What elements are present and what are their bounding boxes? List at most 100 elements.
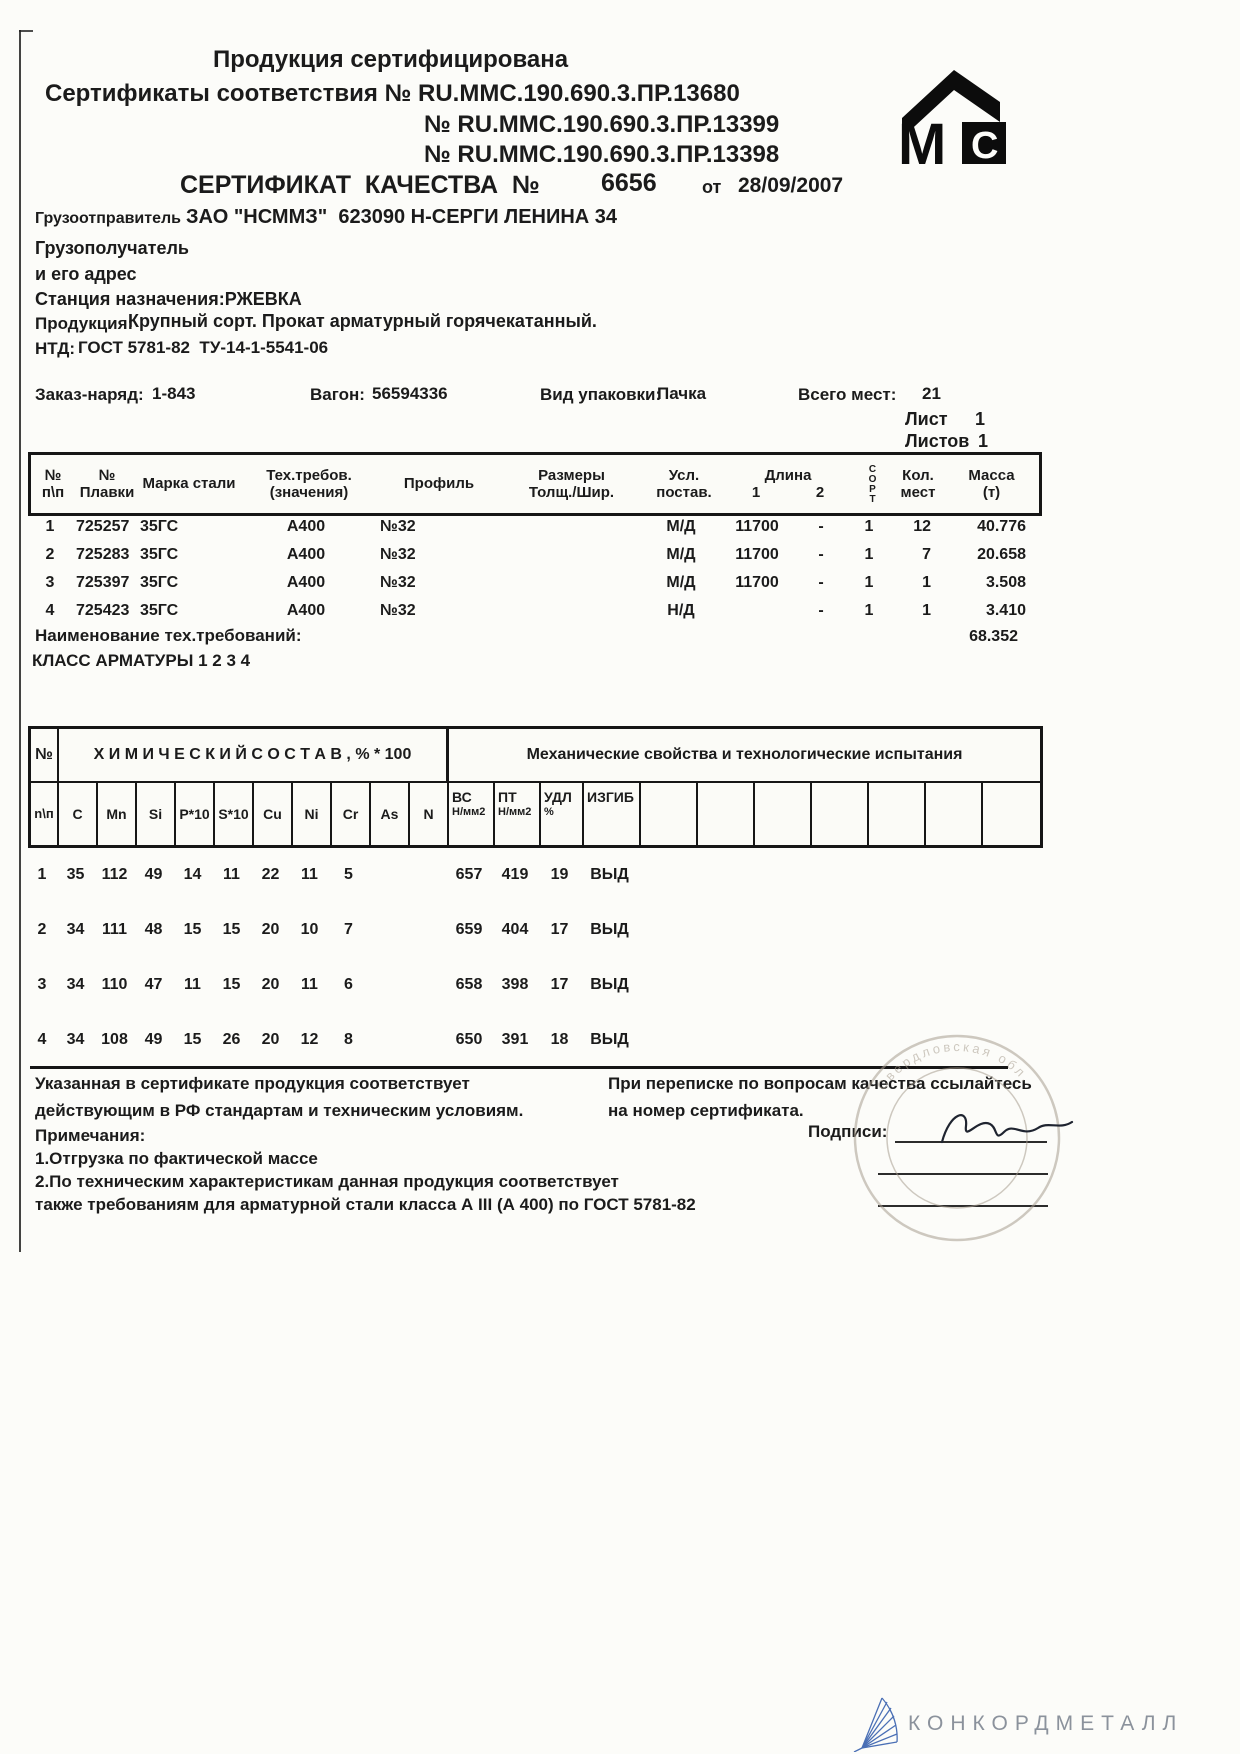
mech-col-izgib: ИЗГИБ [584, 783, 641, 845]
footer-note-1: 1.Отгрузка по фактической массе [35, 1149, 318, 1168]
conformity-line-1: Сертификаты соответствия № RU.ММС.190.69… [45, 80, 740, 108]
chem-row-4: 4 34 108 49 15 26 20 12 8 650 391 18 ВЫД [37, 1031, 629, 1048]
chem-row-2: 2 34 111 48 15 15 20 10 7 659 404 17 ВЫД [37, 921, 629, 938]
col-header-row-number: № п\п [41, 466, 65, 501]
scan-artifact-top-tick [19, 30, 33, 32]
station-line: Станция назначения:РЖЕВКА [35, 289, 302, 310]
footer-right-2: на номер сертификата. [608, 1101, 804, 1120]
packing-value: Пачка [657, 384, 707, 403]
mech-col-empty-4 [812, 783, 869, 845]
col-header-mass: Масса (т) [968, 466, 1015, 501]
mech-col-vs: ВС Н/мм2 [449, 783, 495, 845]
col-header-qty-places: Кол. мест [900, 466, 936, 501]
certificate-date: 28/09/2007 [738, 174, 844, 197]
conformity-number-1: № RU.ММС.190.690.3.ПР.13680 [384, 80, 740, 107]
mech-section-title: Механические свойства и технологические … [526, 746, 963, 763]
stamp-arc-text: Свердловская обл. [874, 1039, 1032, 1093]
certificate-number: 6656 [601, 169, 657, 197]
col-header-steel-grade: Марка стали [142, 475, 236, 493]
chem-col-C: C [59, 783, 98, 845]
packing-label: Вид упаковки: [540, 385, 662, 404]
signature-line-2 [878, 1173, 1048, 1175]
mech-col-empty-3 [755, 783, 812, 845]
chem-row-3: 3 34 110 47 11 15 20 11 6 658 398 17 ВЫД [37, 976, 629, 993]
footer-left-2: действующим в РФ стандартам и технически… [35, 1101, 524, 1120]
brand-logo-icon [853, 1697, 898, 1752]
signature-line-3 [878, 1205, 1048, 1207]
mech-col-empty-5 [869, 783, 926, 845]
wagon-value: 56594336 [372, 384, 448, 403]
certified-heading: Продукция сертифицирована [213, 46, 569, 73]
chem-col-P10: P*10 [176, 783, 215, 845]
scan-artifact-left-line [19, 30, 21, 1252]
footer-notes-label: Примечания: [35, 1126, 146, 1145]
chem-no-header: № [31, 729, 59, 781]
chem-col-Cr: Cr [332, 783, 371, 845]
chem-col-Mn: Mn [98, 783, 137, 845]
mech-col-udl: УДЛ% [541, 783, 584, 845]
chem-mech-table-header: № Х И М И Ч Е С К И Й С О С Т А В , % * … [28, 726, 1043, 848]
col-header-melt-number: № Плавки [79, 466, 135, 501]
svg-text:М: М [898, 112, 946, 168]
station-label: Станция назначения: [35, 289, 225, 309]
products-row-1: 1 725257 35ГС А400 №32 М/Д 11700 -1 12 40.77… [45, 518, 1026, 535]
col-header-delivery-cond: Усл. постав. [656, 466, 712, 501]
handwritten-signature [940, 1114, 1074, 1144]
mech-col-pt: ПТ Н/мм2 [495, 783, 541, 845]
chem-col-S10: S*10 [215, 783, 254, 845]
mech-col-empty-1 [641, 783, 698, 845]
chem-section-title: Х И М И Ч Е С К И Й С О С Т А В , % * 10… [59, 729, 449, 781]
ntd-value: ГОСТ 5781-82 ТУ-14-1-5541-06 [78, 338, 329, 357]
chem-col-As: As [371, 783, 410, 845]
chem-col-N: N [410, 783, 449, 845]
brand-name: КОНКОРДМЕТАЛЛ [908, 1712, 1184, 1735]
footer-note-3: также требованиям для арматурной стали к… [35, 1195, 696, 1214]
sheets-label: Листов [905, 431, 970, 451]
tech-req-name-value: КЛАСС АРМАТУРЫ 1 2 3 4 [32, 651, 251, 670]
signatures-label: Подписи: [808, 1122, 888, 1141]
sheet-value: 1 [975, 409, 986, 429]
wagon-label: Вагон: [310, 385, 365, 404]
products-row-2: 2 725283 35ГС А400 №32 М/Д 11700 -1 7 20.658 [45, 546, 1026, 563]
chem-col-Cu: Cu [254, 783, 293, 845]
certificate-title: СЕРТИФИКАТ КАЧЕСТВА № [180, 171, 540, 199]
certificate-date-label: от [702, 177, 722, 197]
footer-divider-line [30, 1066, 1008, 1069]
products-table-header: № п\п № Плавки Марка стали Тех.требов. (зна… [28, 452, 1042, 516]
chem-np-header: n\п [31, 783, 59, 845]
ntd-label: НТД: [35, 339, 76, 358]
conformity-label: Сертификаты соответствия [45, 80, 378, 107]
footer-left-1: Указанная в сертификате продукция соотве… [35, 1074, 470, 1093]
products-row-3: 3 725397 35ГС А400 №32 М/Д 11700 -1 1 3.508 [45, 574, 1026, 591]
mc-logo-icon: М С [898, 70, 1006, 168]
total-mass-value: 68.352 [969, 628, 1018, 645]
sheet-label: Лист [905, 409, 948, 429]
svg-text:Свердловская обл.: Свердловская обл. [874, 1039, 1035, 1093]
product-value: Крупный сорт. Прокат арматурный горячека… [128, 311, 597, 331]
total-places-value: 21 [922, 384, 941, 403]
consignee-label: Грузополучатель [35, 238, 189, 258]
sheets-value: 1 [978, 431, 989, 451]
footer-note-2: 2.По техническим характеристикам данная … [35, 1172, 619, 1191]
round-stamp: Свердловская обл. [853, 1034, 1061, 1242]
col-header-profile: Профиль [403, 475, 475, 493]
conformity-number-2: № RU.ММС.190.690.3.ПР.13399 [424, 111, 780, 138]
conformity-number-3: № RU.ММС.190.690.3.ПР.13398 [424, 141, 780, 168]
mech-col-empty-2 [698, 783, 755, 845]
tech-req-name-label: Наименование тех.требований: [35, 626, 302, 645]
col-header-sort: СОРТ [867, 464, 878, 504]
product-label: Продукция: [35, 314, 134, 333]
chem-col-Ni: Ni [293, 783, 332, 845]
col-header-dimensions: Размеры Толщ./Шир. [528, 466, 615, 501]
station-value: РЖЕВКА [224, 289, 302, 309]
chem-row-1: 1 35 112 49 14 11 22 11 5 657 419 19 ВЫД [37, 866, 629, 883]
order-label: Заказ-наряд: [35, 385, 144, 404]
order-value: 1-843 [152, 384, 196, 403]
shipper-value: ЗАО "НСММЗ" 623090 Н-СЕРГИ ЛЕНИНА 34 [186, 206, 618, 228]
products-row-4: 4 725423 35ГС А400 №32 Н/Д -1 1 3.410 [45, 602, 1026, 619]
svg-text:С: С [971, 125, 998, 167]
signature-line-1 [895, 1141, 1047, 1143]
col-header-tech-req: Тех.требов. (значения) [266, 466, 352, 501]
mech-col-empty-6 [926, 783, 983, 845]
